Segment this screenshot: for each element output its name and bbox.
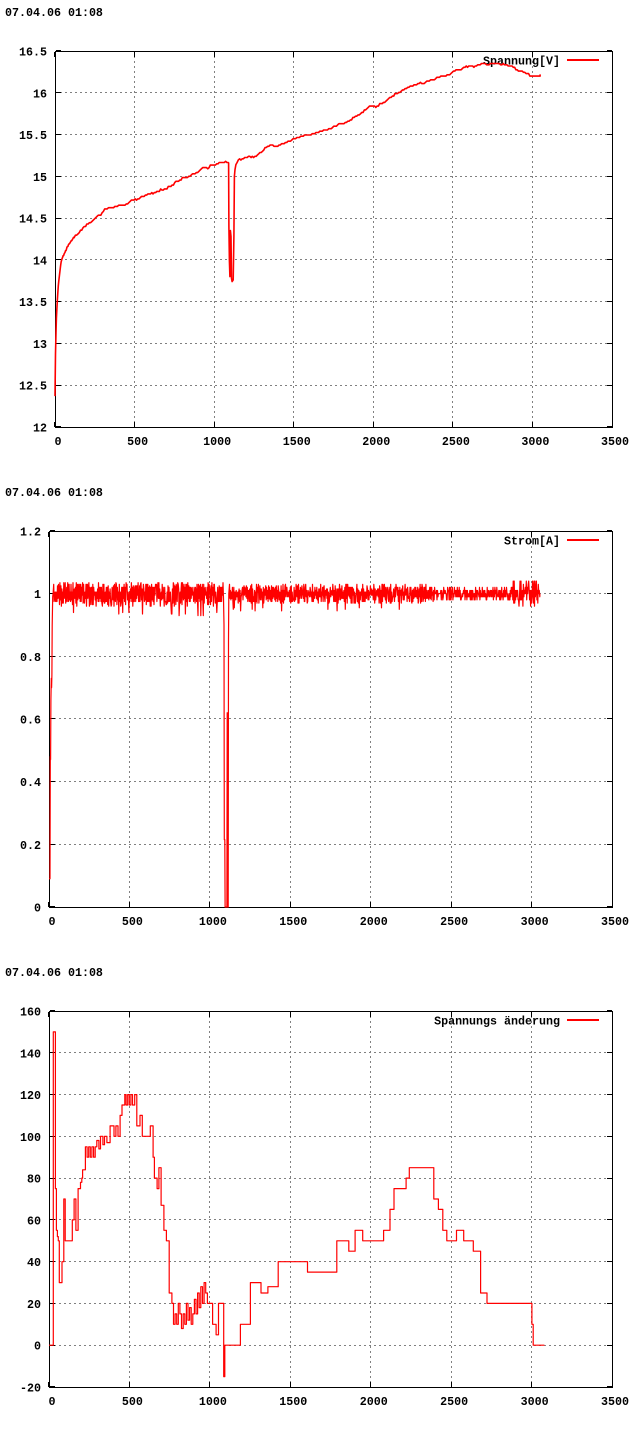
svg-text:160: 160 xyxy=(20,1006,41,1020)
svg-text:2000: 2000 xyxy=(360,1395,388,1409)
svg-text:3500: 3500 xyxy=(601,435,629,449)
svg-text:0: 0 xyxy=(49,915,56,929)
svg-text:1.2: 1.2 xyxy=(20,526,41,540)
svg-text:20: 20 xyxy=(27,1298,41,1312)
svg-text:14.5: 14.5 xyxy=(19,213,47,227)
svg-text:0.2: 0.2 xyxy=(20,839,41,853)
svg-text:0: 0 xyxy=(34,1340,41,1354)
svg-text:500: 500 xyxy=(127,435,148,449)
svg-text:12: 12 xyxy=(33,422,47,436)
svg-text:07.04.06 01:08: 07.04.06 01:08 xyxy=(5,6,103,20)
svg-text:140: 140 xyxy=(20,1047,41,1061)
svg-text:2000: 2000 xyxy=(360,915,388,929)
svg-text:1500: 1500 xyxy=(283,435,311,449)
svg-text:0: 0 xyxy=(49,1395,56,1409)
svg-text:16.5: 16.5 xyxy=(19,46,47,60)
svg-text:2500: 2500 xyxy=(440,915,468,929)
svg-text:3500: 3500 xyxy=(601,1395,629,1409)
svg-text:500: 500 xyxy=(122,1395,143,1409)
svg-text:12.5: 12.5 xyxy=(19,380,47,394)
svg-text:1000: 1000 xyxy=(199,915,227,929)
svg-text:1500: 1500 xyxy=(279,915,307,929)
svg-text:1500: 1500 xyxy=(279,1395,307,1409)
svg-text:-20: -20 xyxy=(20,1382,41,1396)
svg-text:3500: 3500 xyxy=(601,915,629,929)
svg-text:Spannung[V]: Spannung[V] xyxy=(483,55,560,69)
svg-text:3000: 3000 xyxy=(521,915,549,929)
svg-text:07.04.06 01:08: 07.04.06 01:08 xyxy=(5,966,103,980)
svg-text:1000: 1000 xyxy=(203,435,231,449)
svg-text:2500: 2500 xyxy=(440,1395,468,1409)
svg-text:3000: 3000 xyxy=(521,1395,549,1409)
svg-text:0: 0 xyxy=(34,902,41,916)
svg-text:16: 16 xyxy=(33,87,47,101)
svg-text:2500: 2500 xyxy=(442,435,470,449)
svg-text:13.5: 13.5 xyxy=(19,296,47,310)
svg-text:100: 100 xyxy=(20,1131,41,1145)
svg-text:07.04.06 01:08: 07.04.06 01:08 xyxy=(5,486,103,500)
svg-text:60: 60 xyxy=(27,1214,41,1228)
svg-text:0.8: 0.8 xyxy=(20,651,41,665)
svg-text:120: 120 xyxy=(20,1089,41,1103)
svg-text:0.6: 0.6 xyxy=(20,714,41,728)
svg-text:14: 14 xyxy=(33,254,47,268)
svg-text:1: 1 xyxy=(34,588,41,602)
svg-text:15.5: 15.5 xyxy=(19,129,47,143)
svg-text:13: 13 xyxy=(33,338,47,352)
svg-text:3000: 3000 xyxy=(521,435,549,449)
svg-text:1000: 1000 xyxy=(199,1395,227,1409)
svg-text:500: 500 xyxy=(122,915,143,929)
svg-text:40: 40 xyxy=(27,1256,41,1270)
svg-text:15: 15 xyxy=(33,171,47,185)
svg-text:Strom[A]: Strom[A] xyxy=(504,535,560,549)
svg-text:0: 0 xyxy=(55,435,62,449)
svg-text:2000: 2000 xyxy=(362,435,390,449)
svg-text:80: 80 xyxy=(27,1173,41,1187)
svg-text:0.4: 0.4 xyxy=(20,776,41,790)
svg-text:Spannungs änderung: Spannungs änderung xyxy=(434,1015,560,1029)
